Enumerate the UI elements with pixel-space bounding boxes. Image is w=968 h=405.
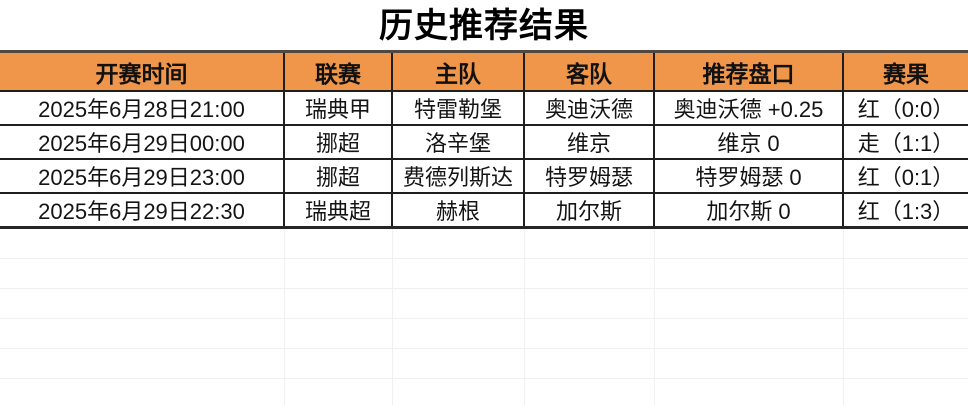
header-kickoff-time: 开赛时间 [0,50,285,92]
empty-cell [523,258,655,289]
cell-away-team: 加尔斯 [523,192,655,229]
cell-result: 红（1:3） [842,192,968,229]
empty-cell [842,378,968,405]
table-row: 2025年6月29日23:00 挪超 费德列斯达 特罗姆瑟 特罗姆瑟 0 红（0… [0,158,968,194]
empty-cell [283,258,393,289]
empty-cell [0,378,285,405]
empty-cell [523,288,655,319]
results-table: 开赛时间 联赛 主队 客队 推荐盘口 赛果 2025年6月28日21:00 瑞典… [0,50,968,405]
empty-row [0,227,968,259]
cell-kickoff-time: 2025年6月29日22:30 [0,192,285,229]
cell-handicap: 维京 0 [653,124,844,160]
empty-cell [391,318,525,349]
table-row: 2025年6月29日00:00 挪超 洛辛堡 维京 维京 0 走（1:1） [0,124,968,160]
empty-cell [0,318,285,349]
empty-cell [653,288,844,319]
empty-cell [391,227,525,259]
cell-kickoff-time: 2025年6月29日00:00 [0,124,285,160]
empty-cell [391,348,525,379]
empty-cell [283,288,393,319]
empty-cell [523,318,655,349]
empty-cell [391,378,525,405]
cell-result: 走（1:1） [842,124,968,160]
cell-league: 挪超 [283,158,393,194]
empty-row [0,258,968,289]
cell-away-team: 特罗姆瑟 [523,158,655,194]
empty-cell [842,288,968,319]
empty-row [0,318,968,349]
header-home-team: 主队 [391,50,525,92]
header-row: 开赛时间 联赛 主队 客队 推荐盘口 赛果 [0,50,968,92]
cell-home-team: 特雷勒堡 [391,90,525,126]
empty-cell [0,227,285,259]
empty-cell [283,227,393,259]
cell-kickoff-time: 2025年6月29日23:00 [0,158,285,194]
cell-handicap: 加尔斯 0 [653,192,844,229]
cell-league: 瑞典甲 [283,90,393,126]
cell-away-team: 维京 [523,124,655,160]
empty-cell [842,348,968,379]
empty-cell [842,318,968,349]
empty-cell [0,258,285,289]
header-league: 联赛 [283,50,393,92]
cell-home-team: 洛辛堡 [391,124,525,160]
cell-result: 红（0:1） [842,158,968,194]
cell-league: 瑞典超 [283,192,393,229]
empty-cell [523,227,655,259]
empty-cell [842,258,968,289]
empty-row [0,348,968,379]
header-result: 赛果 [842,50,968,92]
table-row: 2025年6月29日22:30 瑞典超 赫根 加尔斯 加尔斯 0 红（1:3） [0,192,968,229]
empty-cell [523,378,655,405]
header-away-team: 客队 [523,50,655,92]
empty-cell [391,288,525,319]
empty-cell [523,348,655,379]
cell-handicap: 奥迪沃德 +0.25 [653,90,844,126]
empty-cell [653,348,844,379]
empty-cell [283,318,393,349]
empty-cell [0,348,285,379]
page-title: 历史推荐结果 [379,7,589,45]
empty-cell [653,258,844,289]
empty-cell [653,227,844,259]
empty-cell [391,258,525,289]
empty-row [0,288,968,319]
empty-cell [283,378,393,405]
cell-handicap: 特罗姆瑟 0 [653,158,844,194]
header-recommended-handicap: 推荐盘口 [653,50,844,92]
cell-result: 红（0:0） [842,90,968,126]
empty-row [0,378,968,405]
cell-away-team: 奥迪沃德 [523,90,655,126]
empty-cell [283,348,393,379]
table-row: 2025年6月28日21:00 瑞典甲 特雷勒堡 奥迪沃德 奥迪沃德 +0.25… [0,90,968,126]
empty-cell [653,378,844,405]
empty-cell [0,288,285,319]
empty-cell [653,318,844,349]
cell-home-team: 费德列斯达 [391,158,525,194]
cell-home-team: 赫根 [391,192,525,229]
cell-league: 挪超 [283,124,393,160]
empty-cell [842,227,968,259]
cell-kickoff-time: 2025年6月28日21:00 [0,90,285,126]
